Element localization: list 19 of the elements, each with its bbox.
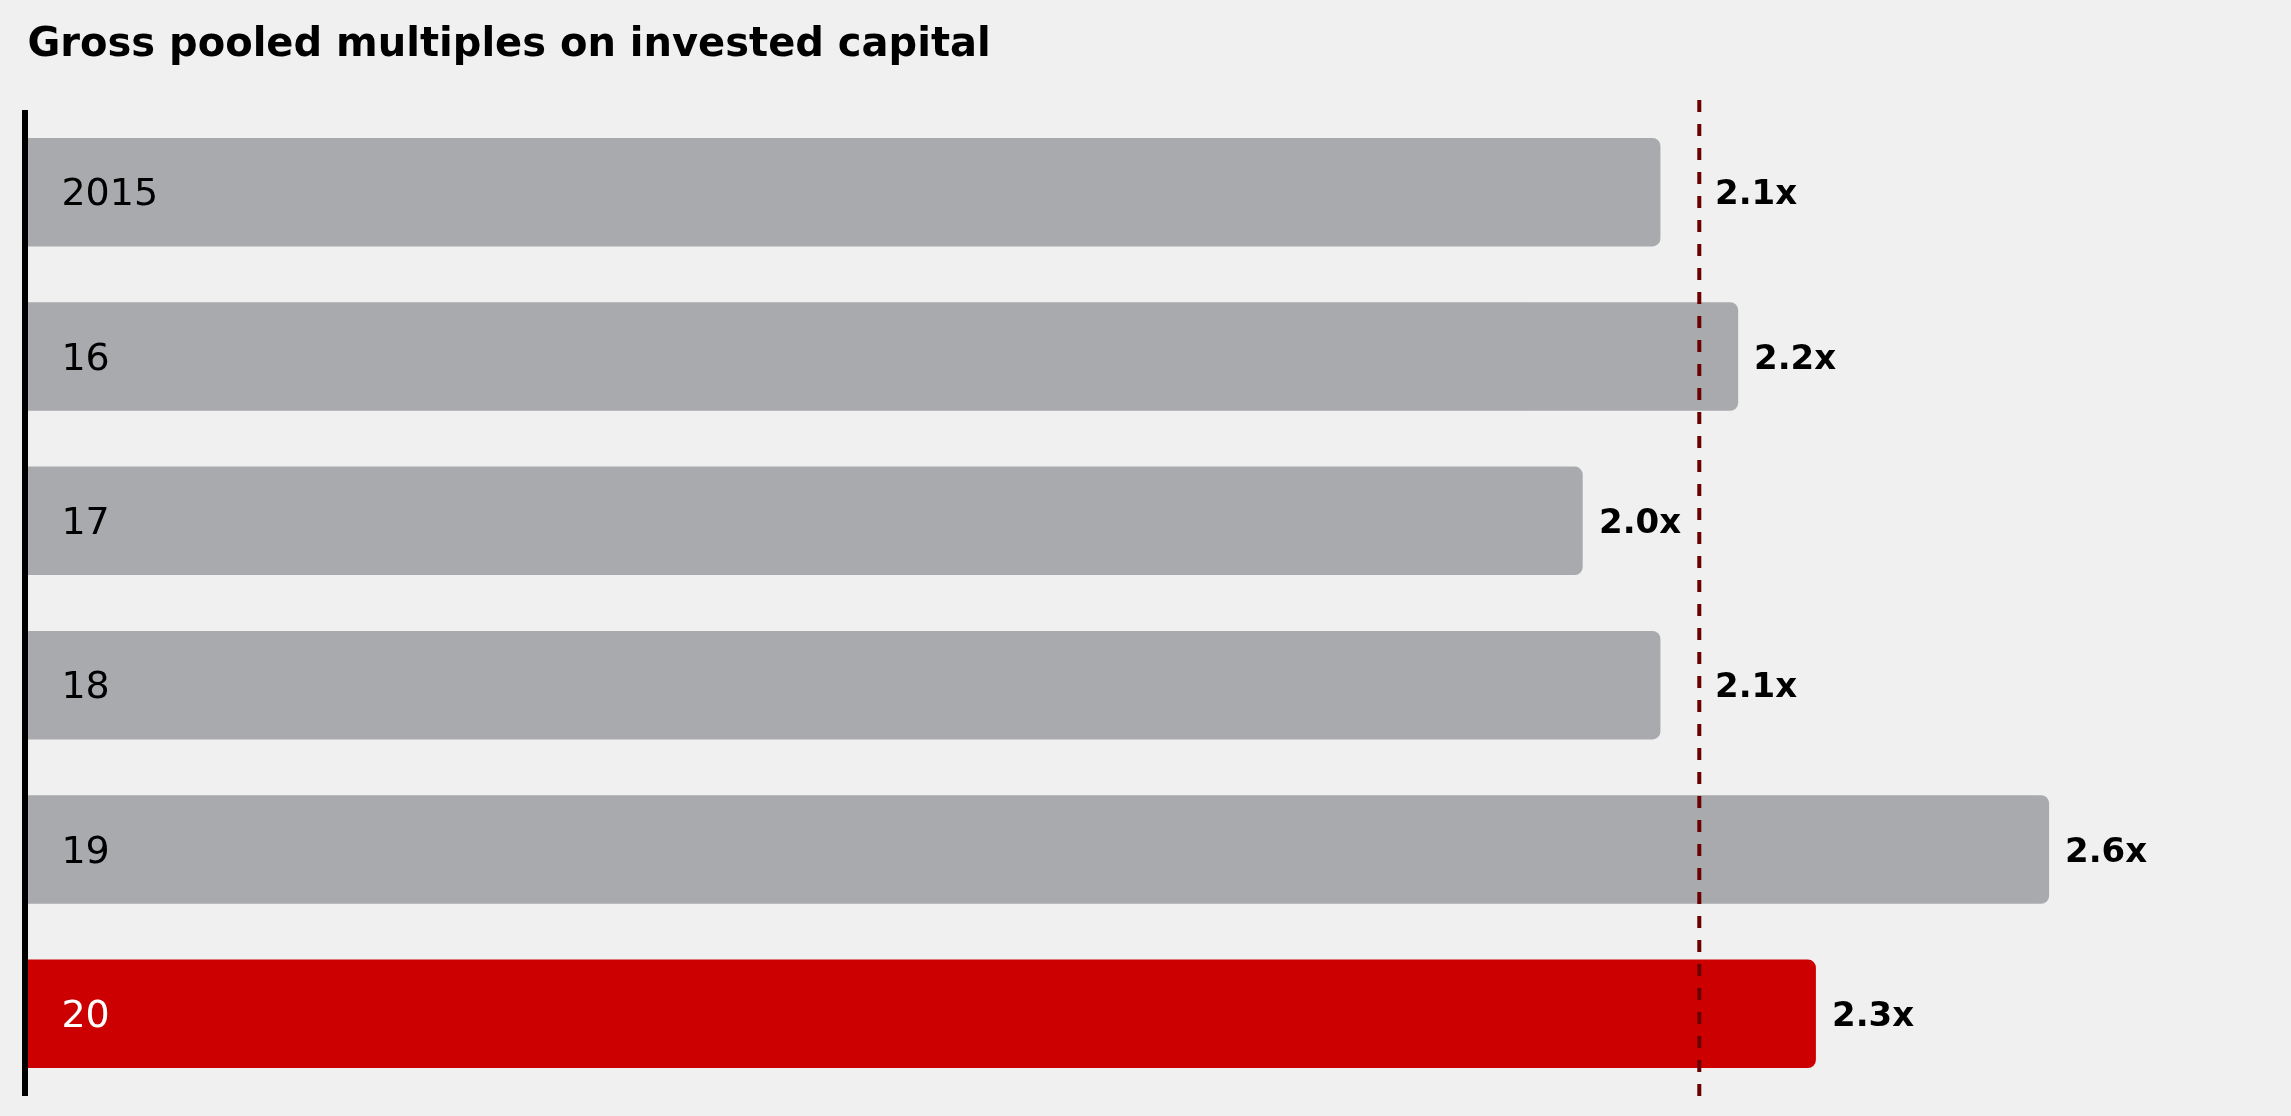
- y-tick-label: 2015: [23, 170, 159, 215]
- bar: [28, 137, 1661, 247]
- bar: [28, 302, 1739, 411]
- bar: [28, 959, 1816, 1069]
- y-tick-label: 19: [23, 827, 110, 872]
- y-tick-label: 20: [23, 992, 110, 1037]
- data-label: 2.1x: [1715, 172, 1798, 212]
- y-tick-label: 16: [23, 334, 110, 379]
- bar: [28, 466, 1583, 576]
- bar: [28, 795, 2050, 904]
- data-label: 2.0x: [1599, 501, 1682, 541]
- data-label: 2.6x: [2065, 830, 2148, 870]
- data-label: 2.2x: [1754, 337, 1837, 377]
- chart-title: Gross pooled multiples on invested capital: [27, 18, 991, 65]
- y-tick-label: 18: [23, 663, 110, 708]
- y-tick-label: 17: [23, 499, 110, 544]
- bar: [28, 630, 1661, 740]
- data-label: 2.3x: [1832, 994, 1915, 1034]
- data-label: 2.1x: [1715, 665, 1798, 705]
